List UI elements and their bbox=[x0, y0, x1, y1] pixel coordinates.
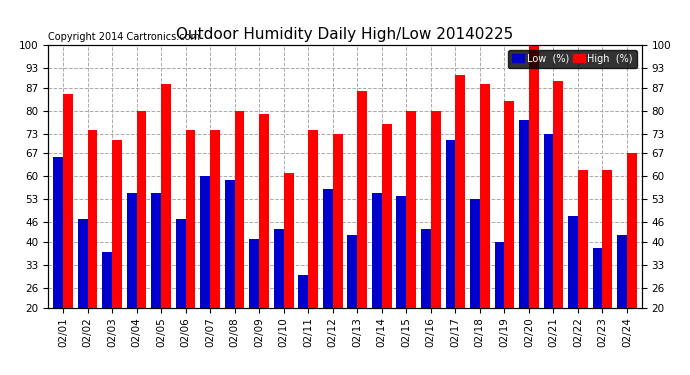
Bar bbox=[455, 75, 465, 308]
Bar bbox=[372, 193, 382, 308]
Bar bbox=[63, 94, 73, 308]
Bar bbox=[259, 114, 269, 308]
Bar bbox=[504, 101, 514, 308]
Bar bbox=[578, 170, 588, 308]
Bar bbox=[421, 229, 431, 308]
Bar bbox=[78, 219, 88, 308]
Bar bbox=[151, 193, 161, 308]
Bar bbox=[225, 180, 235, 308]
Bar bbox=[284, 173, 293, 308]
Bar bbox=[200, 176, 210, 308]
Bar bbox=[382, 124, 392, 308]
Bar bbox=[593, 248, 602, 308]
Bar bbox=[397, 196, 406, 308]
Bar bbox=[298, 274, 308, 308]
Bar bbox=[102, 252, 112, 308]
Bar bbox=[53, 157, 63, 308]
Bar bbox=[553, 81, 563, 308]
Legend: Low  (%), High  (%): Low (%), High (%) bbox=[509, 50, 637, 68]
Bar bbox=[210, 130, 220, 308]
Bar bbox=[519, 120, 529, 308]
Bar bbox=[470, 199, 480, 308]
Bar bbox=[274, 229, 284, 308]
Bar bbox=[127, 193, 137, 308]
Bar bbox=[568, 216, 578, 308]
Bar bbox=[161, 84, 171, 308]
Title: Outdoor Humidity Daily High/Low 20140225: Outdoor Humidity Daily High/Low 20140225 bbox=[177, 27, 513, 42]
Bar bbox=[446, 140, 455, 308]
Bar bbox=[617, 236, 627, 308]
Bar bbox=[323, 189, 333, 308]
Bar bbox=[308, 130, 318, 308]
Bar bbox=[249, 238, 259, 308]
Bar bbox=[627, 153, 637, 308]
Bar bbox=[112, 140, 122, 308]
Bar bbox=[544, 134, 553, 308]
Bar bbox=[431, 111, 441, 308]
Bar bbox=[235, 111, 244, 308]
Bar bbox=[406, 111, 416, 308]
Bar bbox=[529, 45, 539, 308]
Bar bbox=[88, 130, 97, 308]
Bar bbox=[176, 219, 186, 308]
Bar bbox=[348, 236, 357, 308]
Bar bbox=[333, 134, 342, 308]
Bar bbox=[602, 170, 612, 308]
Bar bbox=[137, 111, 146, 308]
Bar bbox=[495, 242, 504, 308]
Text: Copyright 2014 Cartronics.com: Copyright 2014 Cartronics.com bbox=[48, 32, 200, 42]
Bar bbox=[357, 91, 367, 308]
Bar bbox=[186, 130, 195, 308]
Bar bbox=[480, 84, 490, 308]
